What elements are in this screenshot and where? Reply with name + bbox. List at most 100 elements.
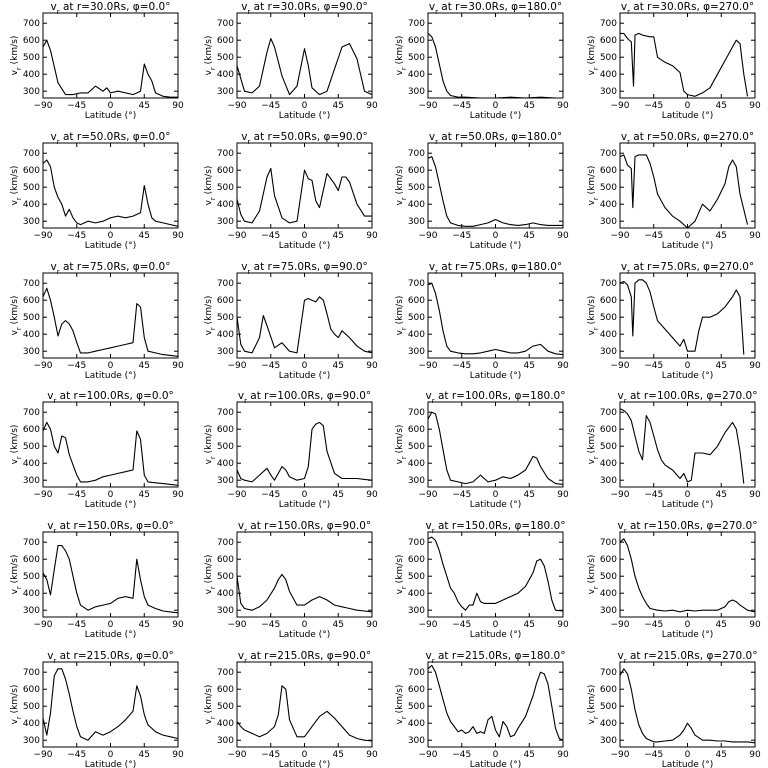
series-line xyxy=(236,167,372,224)
plot-frame xyxy=(427,661,564,748)
y-tick-label: 500 xyxy=(408,442,425,452)
x-tick-label: 45 xyxy=(716,231,727,241)
x-tick-label: 90 xyxy=(172,361,184,371)
plot-frame xyxy=(619,661,756,748)
y-tick-label: 500 xyxy=(600,702,617,712)
y-tick-label: 600 xyxy=(23,425,40,435)
plot-frame xyxy=(42,531,179,618)
y-tick-label: 500 xyxy=(217,313,234,323)
x-tick-label: 0 xyxy=(108,490,114,500)
x-tick-label: −45 xyxy=(644,750,663,760)
x-tick-label: −90 xyxy=(228,231,247,241)
plot-frame xyxy=(236,272,373,359)
y-tick-label: 300 xyxy=(600,87,617,97)
y-tick-label: 300 xyxy=(600,476,617,486)
y-tick-label: 600 xyxy=(408,296,425,306)
y-tick-label: 500 xyxy=(217,702,234,712)
y-axis-label: vr (km/s) xyxy=(587,425,600,465)
y-tick-label: 700 xyxy=(600,149,617,159)
y-tick-label: 500 xyxy=(23,442,40,452)
y-tick-label: 600 xyxy=(217,296,234,306)
chart-panel: vr at r=100.0Rs, φ=0.0° −90 −45 0 45 90 300 400… xyxy=(10,390,184,510)
panel-title: vr at r=215.0Rs, φ=180.0° xyxy=(426,650,566,665)
x-tick-label: −90 xyxy=(34,231,53,241)
series-line xyxy=(620,32,749,97)
series-line xyxy=(236,421,373,483)
y-tick-label: 400 xyxy=(217,459,234,469)
plot-frame xyxy=(42,272,179,359)
x-axis-label: Latitude (°) xyxy=(85,760,136,768)
panel-title: vr at r=30.0Rs, φ=270.0° xyxy=(621,1,754,16)
x-tick-label: 90 xyxy=(749,231,761,241)
x-tick-label: 90 xyxy=(749,620,761,630)
x-tick-label: 0 xyxy=(493,490,499,500)
y-tick-label: 600 xyxy=(408,166,425,176)
x-axis-label: Latitude (°) xyxy=(470,500,521,510)
chart-panel: vr at r=215.0Rs, φ=0.0° −90 −45 0 45 90 300 400… xyxy=(10,650,184,768)
y-tick-label: 600 xyxy=(600,555,617,565)
y-tick-label: 300 xyxy=(408,347,425,357)
y-tick-label: 400 xyxy=(408,589,425,599)
y-axis-label: vr (km/s) xyxy=(587,685,600,725)
x-tick-label: −90 xyxy=(611,101,630,111)
y-tick-label: 600 xyxy=(217,425,234,435)
x-tick-label: 90 xyxy=(172,231,184,241)
series-line xyxy=(42,287,179,357)
y-tick-label: 300 xyxy=(408,606,425,616)
chart-panel: vr at r=100.0Rs, φ=180.0° −90 −45 0 45 90 300 4… xyxy=(395,390,569,510)
x-tick-label: −45 xyxy=(452,750,471,760)
chart-panel: vr at r=75.0Rs, φ=270.0° −90 −45 0 45 90 300 40… xyxy=(587,261,761,381)
y-tick-label: 400 xyxy=(600,200,617,210)
y-tick-label: 400 xyxy=(600,70,617,80)
x-tick-label: 45 xyxy=(524,750,535,760)
x-tick-label: −45 xyxy=(261,750,280,760)
x-tick-label: 45 xyxy=(524,231,535,241)
x-tick-label: 45 xyxy=(716,750,727,760)
chart-panel: vr at r=150.0Rs, φ=90.0° −90 −45 0 45 90 300 40… xyxy=(204,520,378,640)
panel-title: vr at r=215.0Rs, φ=270.0° xyxy=(618,650,758,665)
x-axis-label: Latitude (°) xyxy=(662,500,713,510)
x-axis-label: Latitude (°) xyxy=(279,111,330,121)
x-tick-label: 90 xyxy=(749,101,761,111)
x-tick-label: 0 xyxy=(685,361,691,371)
panel-title: vr at r=75.0Rs, φ=180.0° xyxy=(429,261,562,276)
panel-title: vr at r=150.0Rs, φ=270.0° xyxy=(618,520,758,535)
x-tick-label: 90 xyxy=(557,620,569,630)
x-tick-label: −90 xyxy=(228,620,247,630)
x-tick-label: −45 xyxy=(452,101,471,111)
y-tick-label: 400 xyxy=(408,719,425,729)
panel-title: vr at r=50.0Rs, φ=0.0° xyxy=(51,131,171,146)
chart-panel: vr at r=75.0Rs, φ=0.0° −90 −45 0 45 90 300 400 5… xyxy=(10,261,184,381)
chart-panel: vr at r=150.0Rs, φ=180.0° −90 −45 0 45 90 300 4… xyxy=(395,520,569,640)
x-tick-label: 90 xyxy=(557,361,569,371)
x-tick-label: −90 xyxy=(611,231,630,241)
x-tick-label: 90 xyxy=(172,490,184,500)
x-tick-label: 45 xyxy=(139,101,150,111)
series-line xyxy=(236,37,373,96)
panel-title: vr at r=100.0Rs, φ=90.0° xyxy=(238,390,371,405)
x-tick-label: 0 xyxy=(493,750,499,760)
chart-panel: vr at r=30.0Rs, φ=0.0° −90 −45 0 45 90 300 400 5… xyxy=(10,1,184,121)
x-axis-label: Latitude (°) xyxy=(470,111,521,121)
x-tick-label: 0 xyxy=(493,101,499,111)
x-tick-label: 45 xyxy=(716,101,727,111)
x-tick-label: 0 xyxy=(685,490,691,500)
x-tick-label: 0 xyxy=(685,231,691,241)
y-axis-label: vr (km/s) xyxy=(204,166,217,206)
x-tick-label: −45 xyxy=(452,231,471,241)
y-tick-label: 700 xyxy=(408,279,425,289)
x-tick-label: 45 xyxy=(333,231,344,241)
x-axis-label: Latitude (°) xyxy=(662,760,713,768)
y-tick-label: 700 xyxy=(217,19,234,29)
x-tick-label: −90 xyxy=(228,490,247,500)
x-axis-label: Latitude (°) xyxy=(85,371,136,381)
x-tick-label: −45 xyxy=(67,750,86,760)
y-tick-label: 600 xyxy=(23,36,40,46)
series-line xyxy=(427,32,563,99)
y-tick-label: 700 xyxy=(217,408,234,418)
panel-title: vr at r=215.0Rs, φ=90.0° xyxy=(238,650,371,665)
x-axis-label: Latitude (°) xyxy=(279,241,330,251)
x-axis-label: Latitude (°) xyxy=(279,760,330,768)
y-tick-label: 600 xyxy=(217,685,234,695)
x-tick-label: 90 xyxy=(172,101,184,111)
